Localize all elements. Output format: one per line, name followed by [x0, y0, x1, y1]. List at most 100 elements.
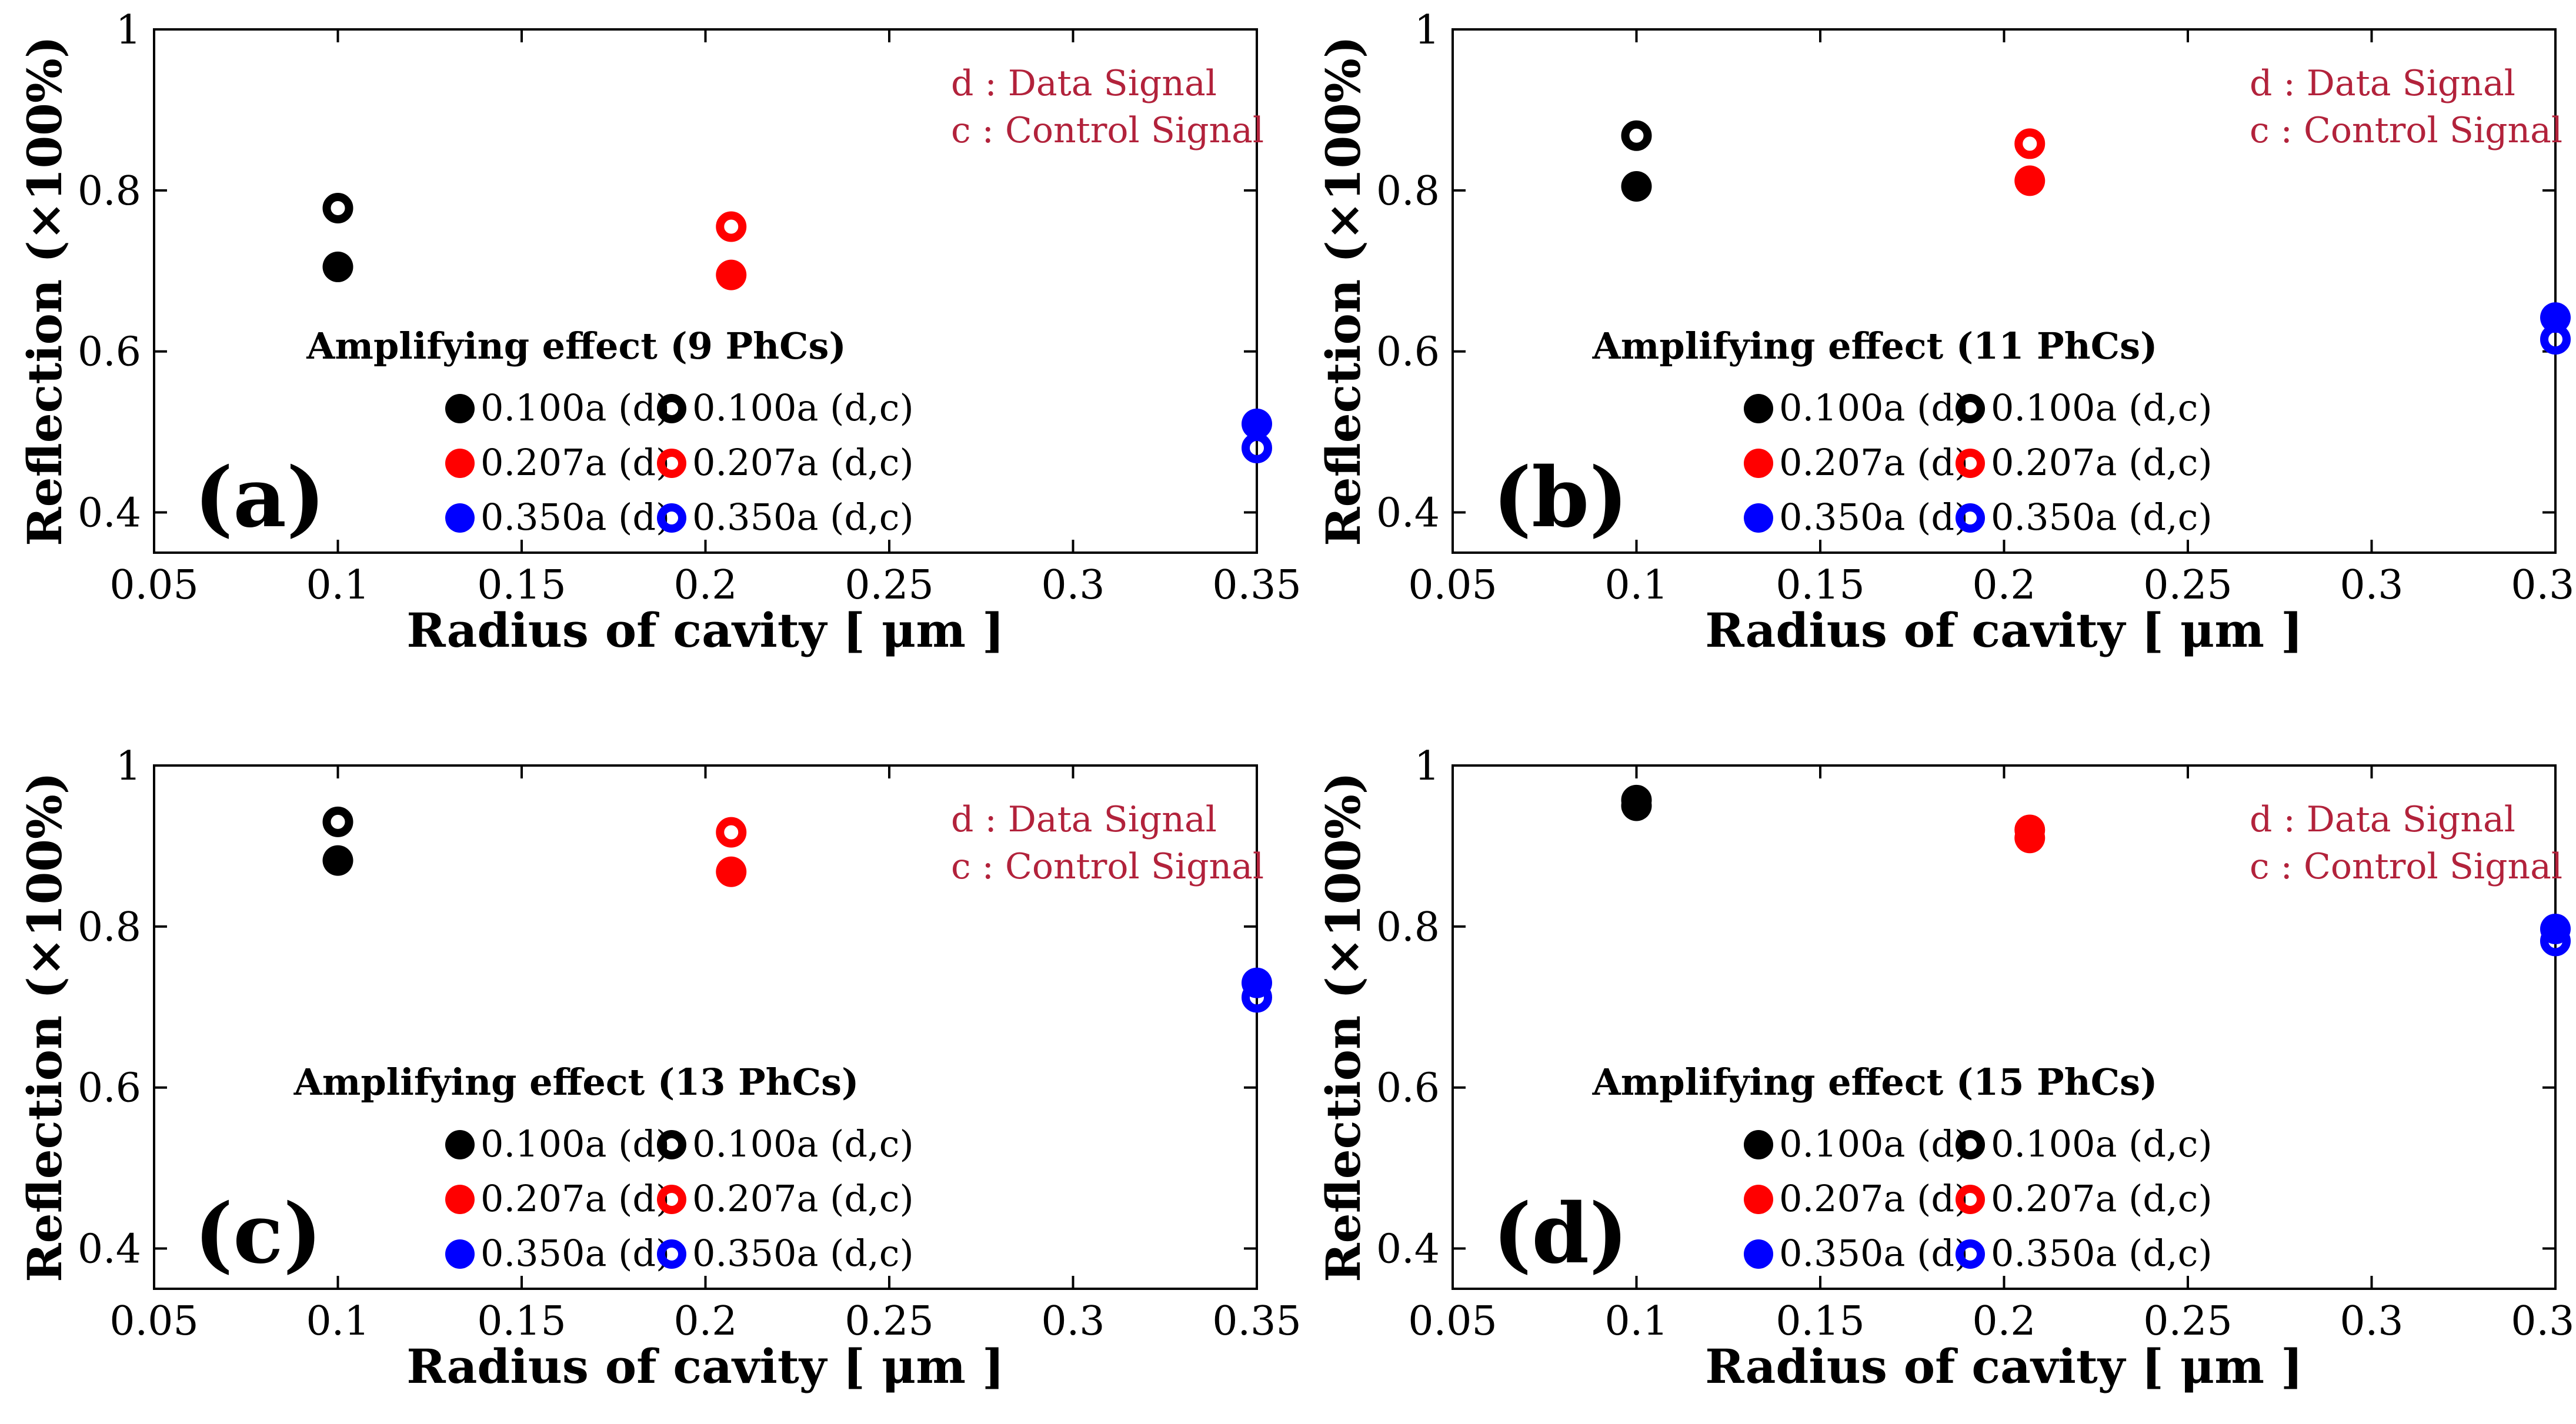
y-axis-title: Reflection (×100%) [1316, 772, 1371, 1282]
y-tick-label: 0.8 [78, 168, 141, 215]
y-tick-label: 0.6 [78, 329, 141, 376]
legend-label: 0.350a (d,c) [692, 496, 914, 539]
y-axis-title: Reflection (×100%) [17, 772, 72, 1282]
y-tick-label: 0.8 [1376, 904, 1440, 951]
data-point [716, 857, 746, 887]
x-tick-label: 0.15 [477, 562, 566, 609]
x-tick-label: 0.15 [1776, 562, 1864, 609]
legend-label: 0.100a (d) [481, 1122, 670, 1165]
legend-label: 0.207a (d) [1779, 441, 1968, 484]
legend-title: Amplifying effect (15 PhCs) [1592, 1061, 2158, 1104]
y-tick-label: 1 [116, 743, 141, 790]
legend-marker-open [1960, 453, 1981, 474]
y-tick-label: 0.4 [78, 1226, 141, 1273]
legend-marker-filled [445, 1130, 475, 1159]
data-point [327, 811, 349, 833]
x-axis-title: Radius of cavity [ μm ] [1705, 1339, 2303, 1394]
legend-label: 0.207a (d,c) [1991, 1177, 2213, 1220]
chart-panel-1: 0.05 0.1 0.15 0.2 0.25 0.3 0.350.40.60.81Radiu… [17, 7, 1302, 658]
x-tick-label: 0.3 [2340, 1298, 2403, 1345]
y-tick-label: 0.6 [1376, 329, 1440, 376]
legend-label: 0.350a (d,c) [1991, 496, 2213, 539]
y-tick-label: 1 [1414, 743, 1440, 790]
y-tick-label: 1 [116, 7, 141, 54]
data-point [323, 252, 353, 282]
data-point [323, 845, 353, 876]
legend-label: 0.100a (d,c) [692, 386, 914, 429]
data-point [2014, 165, 2045, 196]
legend-label: 0.207a (d) [1779, 1177, 1968, 1220]
legend-marker-open [661, 507, 682, 529]
legend-label: 0.100a (d) [1779, 1122, 1968, 1165]
x-axis-title: Radius of cavity [ μm ] [406, 1339, 1004, 1394]
legend-label: 0.100a (d) [481, 386, 670, 429]
legend-label: 0.100a (d,c) [692, 1122, 914, 1165]
data-point [716, 260, 746, 290]
legend-label: 0.350a (d) [481, 1232, 670, 1275]
legend-label: 0.100a (d,c) [1991, 386, 2213, 429]
y-tick-label: 0.6 [1376, 1065, 1440, 1112]
x-tick-label: 0.05 [1408, 562, 1497, 609]
y-tick-label: 0.6 [78, 1065, 141, 1112]
legend-marker-open [1960, 1134, 1981, 1155]
x-tick-label: 0.25 [2143, 1298, 2232, 1345]
legend-marker-open [661, 398, 682, 419]
x-tick-label: 0.15 [477, 1298, 566, 1345]
legend-marker-open [1960, 1189, 1981, 1210]
legend-marker-open [661, 1244, 682, 1265]
x-tick-label: 0.05 [1408, 1298, 1497, 1345]
legend-label: 0.350a (d,c) [1991, 1232, 2213, 1275]
x-axis-title: Radius of cavity [ μm ] [406, 603, 1004, 658]
legend-marker-open [1960, 1244, 1981, 1265]
panel-label: (a) [194, 450, 325, 546]
x-tick-label: 0.1 [1604, 562, 1668, 609]
y-tick-label: 1 [1414, 7, 1440, 54]
figure: 0.05 0.1 0.15 0.2 0.25 0.3 0.35 0.4 0.6 0.8 1 Radiu… [0, 0, 2576, 1424]
legend-marker-filled [1744, 394, 1773, 423]
signal-note: c : Control Signal [2250, 846, 2562, 887]
chart-panel-3: 0.05 0.1 0.15 0.2 0.25 0.3 0.35 0.4 0.6 0.8 1 Radiu… [17, 743, 1302, 1394]
legend-label: 0.350a (d,c) [692, 1232, 914, 1275]
x-tick-label: 0.3 [1041, 1298, 1105, 1345]
y-tick-label: 0.8 [1376, 168, 1440, 215]
x-tick-label: 0.35 [1212, 562, 1301, 609]
legend-title: Amplifying effect (13 PhCs) [293, 1061, 859, 1104]
x-tick-label: 0.35 [2511, 562, 2576, 609]
legend-label: 0.350a (d) [481, 496, 670, 539]
legend-marker-filled [1744, 1185, 1773, 1214]
x-tick-label: 0.2 [1972, 1298, 2036, 1345]
legend-label: 0.207a (d,c) [692, 1177, 914, 1220]
x-tick-label: 0.15 [1776, 1298, 1864, 1345]
y-tick-label: 0.4 [1376, 1226, 1440, 1273]
x-tick-label: 0.05 [109, 562, 198, 609]
x-tick-label: 0.25 [845, 562, 933, 609]
legend-marker-filled [445, 394, 475, 423]
legend-label: 0.207a (d) [481, 441, 670, 484]
y-tick-label: 0.4 [78, 490, 141, 537]
legend-marker-filled [1744, 449, 1773, 478]
chart-panel-2: 0.05 0.1 0.15 0.2 0.25 0.3 0.35 0.4 0.6 0.8 1 Radiu… [1316, 7, 2576, 658]
legend-label: 0.100a (d) [1779, 386, 1968, 429]
data-point [327, 197, 349, 219]
legend-marker-open [661, 1189, 682, 1210]
signal-note: c : Control Signal [951, 846, 1264, 887]
legend-marker-filled [445, 1239, 475, 1269]
signal-note: c : Control Signal [2250, 110, 2562, 151]
x-axis-title: Radius of cavity [ μm ] [1705, 603, 2303, 658]
legend-label: 0.100a (d,c) [1991, 1122, 2213, 1165]
data-point [720, 215, 742, 238]
y-axis-title: Reflection (×100%) [1316, 36, 1371, 546]
legend-title: Amplifying effect (11 PhCs) [1592, 325, 2158, 367]
x-tick-label: 0.2 [673, 1298, 737, 1345]
x-tick-label: 0.2 [1972, 562, 2036, 609]
legend-title: Amplifying effect (9 PhCs) [306, 325, 846, 367]
legend-label: 0.207a (d,c) [1991, 441, 2213, 484]
data-point [2018, 132, 2041, 155]
legend-marker-open [1960, 398, 1981, 419]
legend-marker-filled [1744, 1239, 1773, 1269]
legend-marker-open [1960, 507, 1981, 529]
x-tick-label: 0.25 [845, 1298, 933, 1345]
x-tick-label: 0.1 [306, 1298, 369, 1345]
panel-label: (b) [1493, 450, 1628, 546]
x-tick-label: 0.2 [673, 562, 737, 609]
